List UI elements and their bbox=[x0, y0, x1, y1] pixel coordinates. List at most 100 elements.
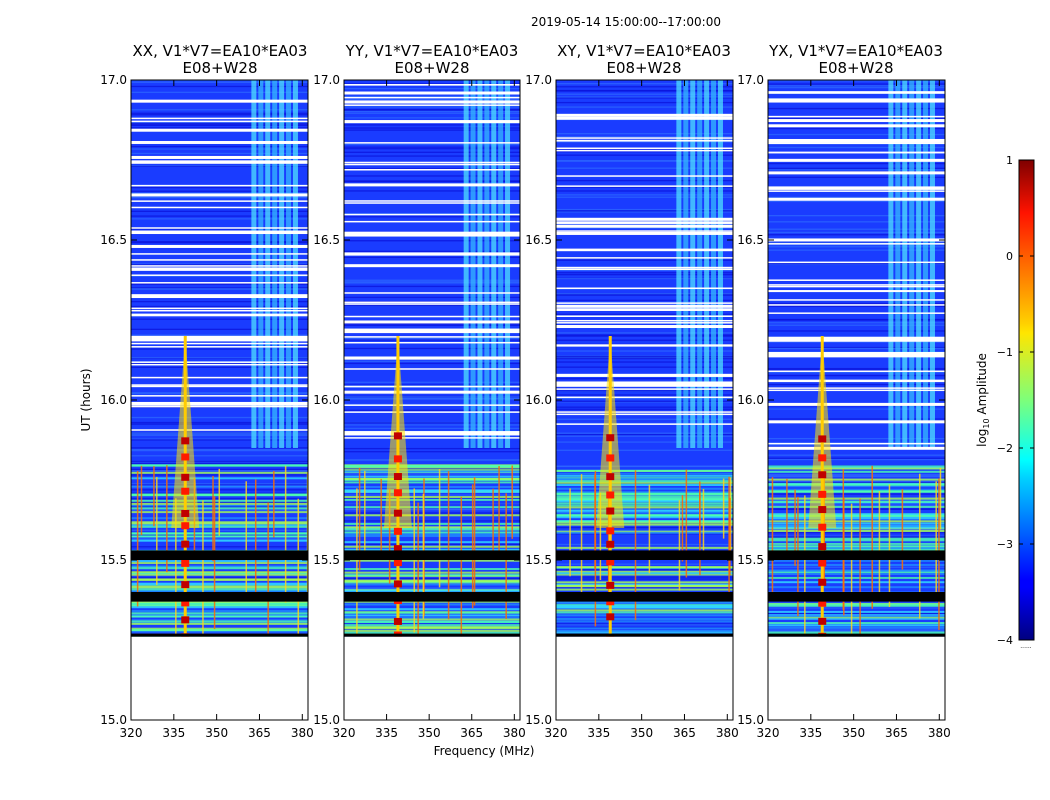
panel-xx-gap-row bbox=[131, 259, 308, 261]
panel-xy-speckle-row bbox=[556, 578, 733, 580]
panel-yy-speckle-row bbox=[344, 338, 520, 340]
panel-xx-rfi-spike bbox=[273, 470, 275, 538]
panel-xx-speckle-row bbox=[131, 288, 308, 290]
panel-xy-gap-row bbox=[556, 147, 733, 150]
panel-yy-rfi-spike bbox=[498, 466, 500, 553]
panel-yx-gap-row bbox=[768, 151, 945, 154]
panel-yy-speckle-row bbox=[344, 512, 520, 514]
panel-yy-speckle-row bbox=[344, 148, 520, 150]
panel-yy-heatmap bbox=[344, 80, 520, 720]
panel-yy-noise-row bbox=[344, 600, 520, 603]
panel-yy-rfi-stripe bbox=[491, 80, 497, 448]
panel-xx-rfi-spike bbox=[218, 468, 221, 536]
panel-xy-speckle-row bbox=[556, 194, 733, 196]
panel-yx-speckle-row bbox=[768, 457, 945, 459]
colorbar-label-sub: 10 bbox=[982, 418, 991, 428]
x-axis-label: Frequency (MHz) bbox=[434, 744, 535, 758]
panel-yx-rfi-stripe bbox=[929, 80, 935, 448]
panel-xx-no-data-region bbox=[131, 636, 308, 720]
panel-xx-speckle-row bbox=[131, 215, 308, 217]
panel-xx-speckle-row bbox=[131, 121, 308, 124]
panel-yy-gap-row bbox=[344, 120, 520, 122]
panel-xy-rfi-spike bbox=[722, 478, 725, 539]
panel-xy-noise-row bbox=[556, 506, 733, 509]
panel-yy-speckle-row bbox=[344, 494, 520, 496]
panel-yy-speckle-row bbox=[344, 427, 520, 430]
panel-xy-noise-row bbox=[556, 581, 733, 584]
panel-yx-speckle-row bbox=[768, 215, 945, 217]
panel-xx-rfi-spike bbox=[156, 476, 158, 586]
panel-yy-rfi-blob bbox=[393, 473, 402, 481]
colorbar-label-text: Amplitude bbox=[975, 353, 989, 418]
panel-yx-noise-row bbox=[768, 626, 945, 629]
panel-xx-speckle-row bbox=[131, 416, 308, 419]
panel-yy-title-line2: E08+W28 bbox=[394, 59, 469, 77]
panel-yy-noise-row bbox=[344, 589, 520, 592]
panel-yy-speckle-row bbox=[344, 386, 520, 389]
panel-yx-speckle-row bbox=[768, 117, 945, 120]
panel-yy-gap-row bbox=[344, 104, 520, 106]
panel-yx-gap-row bbox=[768, 387, 945, 389]
panel-yy-noise-row bbox=[344, 489, 520, 492]
panel-yy-rfi-spike bbox=[356, 488, 358, 636]
panel-yx-noise-row bbox=[768, 470, 945, 473]
panel-xy-noise-row bbox=[556, 523, 733, 526]
panel-yy-ytick-label: 15.0 bbox=[313, 713, 340, 727]
panel-yy-rfi-blob bbox=[393, 489, 402, 497]
panel-yy-noise-row bbox=[344, 618, 520, 621]
panel-xx-ytick-label: 16.0 bbox=[100, 393, 127, 407]
panel-xx-gap-row bbox=[131, 296, 308, 299]
panel-xx-speckle-row bbox=[131, 328, 308, 331]
panel-yy-speckle-row bbox=[344, 573, 520, 575]
panel-yy-speckle-row bbox=[344, 337, 520, 339]
panel-yy-rfi-blob bbox=[393, 617, 402, 625]
panel-yx-speckle-row bbox=[768, 630, 945, 632]
panel-yy-speckle-row bbox=[344, 578, 520, 580]
panel-yy-noise-row bbox=[344, 533, 520, 536]
panel-xx-gap-row bbox=[131, 253, 308, 255]
panel-yy-gap-row bbox=[344, 264, 520, 268]
panel-yy-speckle-row bbox=[344, 447, 520, 450]
panel-yy-rfi-blob bbox=[393, 559, 402, 567]
panel-yx-gap-row bbox=[768, 285, 945, 288]
panel-xy-gap-row bbox=[556, 287, 733, 290]
panel-yy-gap-row bbox=[344, 100, 520, 104]
panel-xx-speckle-row bbox=[131, 210, 308, 213]
panel-yx-speckle-row bbox=[768, 200, 945, 203]
panel-xy-gap-row bbox=[556, 266, 733, 269]
panel-yx-gap-row bbox=[768, 338, 945, 342]
panel-yx-xtick-label: 365 bbox=[885, 726, 908, 740]
panel-yx-xtick-label: 380 bbox=[928, 726, 951, 740]
panel-xy-rfi-spike bbox=[580, 474, 583, 600]
panel-yx-noise-row bbox=[768, 604, 945, 607]
panel-xy-xtick-label: 335 bbox=[587, 726, 610, 740]
panel-xy-speckle-row bbox=[556, 154, 733, 156]
panel-xy-speckle-row bbox=[556, 441, 733, 443]
panel-xy-speckle-row bbox=[556, 96, 733, 98]
panel-xy-speckle-row bbox=[556, 93, 733, 95]
panel-yy-speckle-row bbox=[344, 109, 520, 111]
panel-yx-rfi-stripe bbox=[888, 80, 894, 448]
panel-yy-speckle-row bbox=[344, 95, 520, 98]
panel-xx-noise-row bbox=[131, 539, 308, 542]
panel-yy-xtick-label: 350 bbox=[418, 726, 441, 740]
panel-yy-rfi-spike bbox=[511, 465, 513, 539]
panel-yy-gap-row bbox=[344, 368, 520, 370]
panel-xx-rfi-line bbox=[183, 336, 187, 634]
panel-xx-rfi-spike bbox=[136, 470, 139, 607]
panel-yx-heatmap bbox=[768, 80, 945, 720]
panel-xx-gap-row bbox=[131, 361, 308, 363]
panel-yx-rfi-stripe bbox=[916, 80, 922, 448]
colorbar-tick-label: −3 bbox=[997, 538, 1013, 551]
panel-yy-noise-row bbox=[344, 535, 520, 538]
panel-xy-rfi-stripe bbox=[697, 80, 703, 448]
panel-xy-gap-row bbox=[556, 308, 733, 310]
panel-yx-speckle-row bbox=[768, 369, 945, 371]
panel-yy-gap-row bbox=[344, 252, 520, 256]
panel-xx-speckle-row bbox=[131, 192, 308, 194]
panel-xy-noise-row bbox=[556, 609, 733, 612]
panel-xx-speckle-row bbox=[131, 148, 308, 150]
panel-yy-speckle-row bbox=[344, 424, 520, 426]
panel-xx-gap-row bbox=[131, 384, 308, 386]
panel-xx-speckle-row bbox=[131, 218, 308, 220]
